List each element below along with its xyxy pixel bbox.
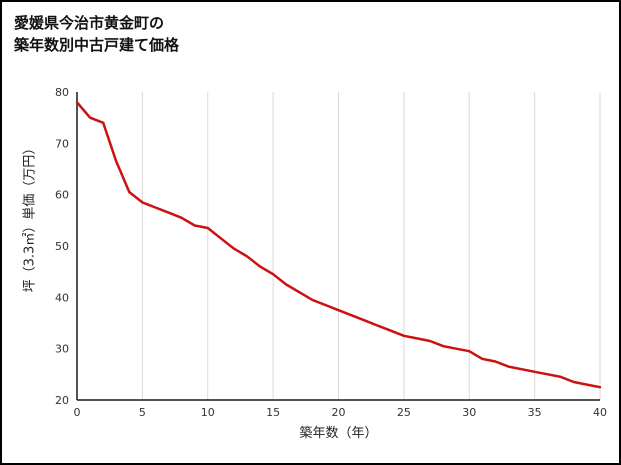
x-tick-label: 40 — [593, 406, 607, 419]
y-tick-label: 30 — [55, 343, 69, 356]
chart-title-line2: 築年数別中古戸建て価格 — [14, 36, 180, 54]
x-tick-label: 30 — [462, 406, 476, 419]
x-tick-label: 35 — [528, 406, 542, 419]
y-tick-label: 80 — [55, 86, 69, 99]
y-tick-label: 40 — [55, 291, 69, 304]
x-axis-label: 築年数（年） — [299, 426, 378, 441]
y-tick-label: 60 — [55, 189, 69, 202]
x-tick-label: 10 — [201, 406, 215, 419]
x-tick-label: 25 — [397, 406, 411, 419]
y-axis-label: 坪（3.3㎡）単価（万円） — [22, 141, 38, 293]
x-tick-label: 20 — [332, 406, 346, 419]
price-line — [75, 101, 602, 389]
x-tick-label: 5 — [139, 406, 146, 419]
chart-title-line1: 愛媛県今治市黄金町の — [14, 14, 165, 32]
x-tick-label: 0 — [74, 406, 81, 419]
y-tick-label: 20 — [55, 394, 69, 407]
y-tick-label: 70 — [55, 137, 69, 150]
x-tick-label: 15 — [266, 406, 280, 419]
y-tick-label: 50 — [55, 240, 69, 253]
chart-title: 愛媛県今治市黄金町の 築年数別中古戸建て価格 — [14, 12, 179, 56]
